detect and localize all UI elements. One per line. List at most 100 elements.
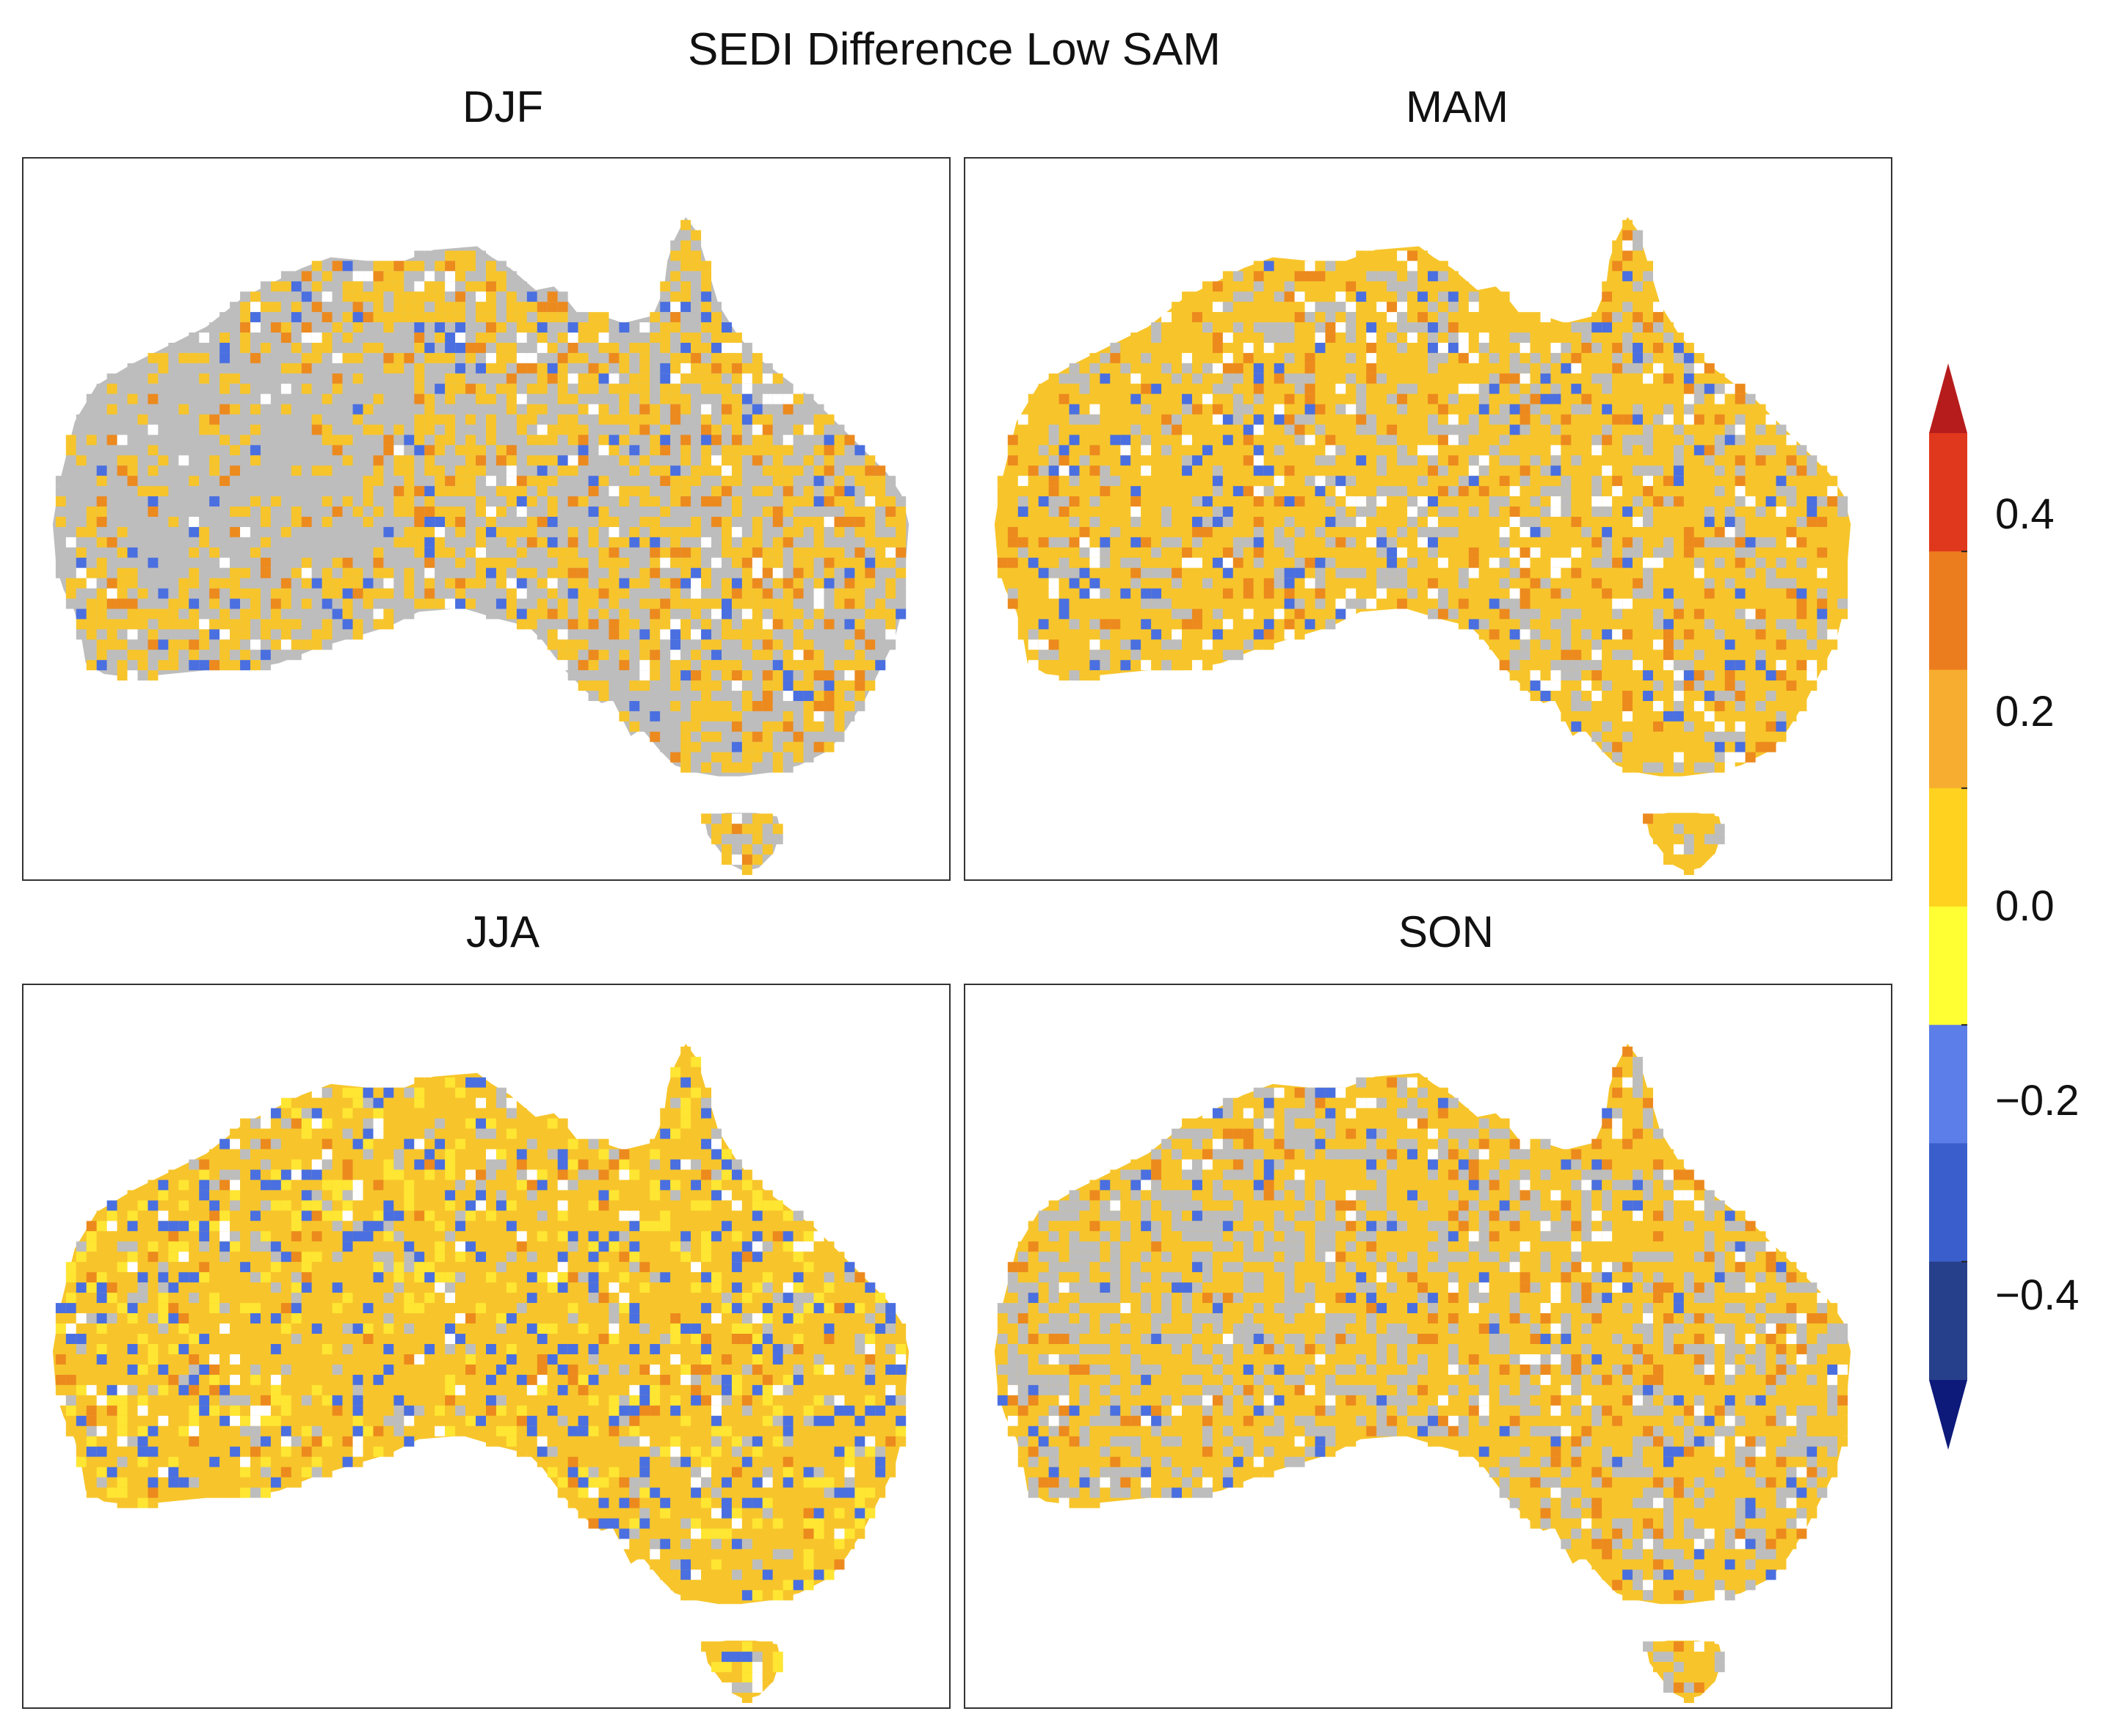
grid-cell <box>1489 312 1500 323</box>
grid-cell <box>189 588 200 599</box>
grid-cell <box>660 455 671 466</box>
grid-cell <box>168 363 179 374</box>
grid-cell <box>1530 383 1541 394</box>
grid-cell <box>1366 383 1377 394</box>
grid-cell <box>1581 393 1592 404</box>
grid-cell <box>660 302 671 313</box>
grid-cell <box>1571 486 1582 497</box>
grid-cell <box>168 383 179 394</box>
grid-cell <box>567 465 578 476</box>
grid-cell <box>86 660 97 671</box>
grid-cell <box>1038 526 1049 537</box>
grid-cell <box>1397 547 1408 558</box>
grid-cell <box>219 619 230 630</box>
grid-cell <box>691 291 702 302</box>
grid-cell <box>1192 312 1202 323</box>
grid-cell <box>1519 383 1531 394</box>
grid-cell <box>1304 557 1315 568</box>
grid-cell <box>629 435 640 446</box>
grid-cell <box>158 547 169 558</box>
grid-cell <box>189 506 200 517</box>
grid-cell <box>301 567 312 578</box>
grid-cell <box>219 598 230 609</box>
grid-cell <box>1284 404 1295 415</box>
grid-cell <box>1325 404 1336 415</box>
grid-cell <box>1468 557 1479 568</box>
grid-cell <box>1397 271 1408 282</box>
grid-cell <box>1704 517 1715 527</box>
grid-cell <box>148 383 159 394</box>
grid-cell <box>691 261 702 272</box>
grid-cell <box>609 352 620 363</box>
grid-cell <box>96 455 107 466</box>
grid-cell <box>250 333 261 343</box>
grid-cell <box>557 291 568 302</box>
grid-cell <box>1581 414 1592 425</box>
grid-cell <box>844 547 855 558</box>
grid-cell <box>1663 486 1674 497</box>
grid-cell <box>1397 383 1408 394</box>
grid-cell <box>1161 404 1172 415</box>
grid-cell <box>1499 526 1510 537</box>
grid-cell <box>96 465 107 476</box>
grid-cell <box>476 414 487 425</box>
grid-cell <box>495 373 506 384</box>
grid-cell <box>1571 322 1582 333</box>
grid-cell <box>96 486 107 497</box>
grid-cell <box>1263 547 1274 558</box>
grid-cell <box>465 261 476 272</box>
grid-cell <box>691 352 702 363</box>
grid-cell <box>1387 537 1398 548</box>
grid-cell <box>824 639 835 650</box>
grid-cell <box>680 691 691 701</box>
grid-cell <box>1172 342 1183 353</box>
grid-cell <box>557 578 568 589</box>
grid-cell <box>752 383 763 394</box>
grid-cell <box>1232 393 1243 404</box>
grid-cell <box>834 660 845 671</box>
grid-cell <box>813 435 824 446</box>
grid-cell <box>1222 547 1233 558</box>
grid-cell <box>1366 476 1377 487</box>
grid-cell <box>148 476 159 487</box>
grid-cell <box>1222 342 1233 353</box>
grid-cell <box>476 496 487 507</box>
grid-cell <box>1633 424 1644 435</box>
grid-cell <box>1724 404 1735 415</box>
grid-cell <box>363 333 374 343</box>
grid-cell <box>455 352 466 363</box>
grid-cell <box>1172 547 1183 558</box>
grid-cell <box>1304 271 1315 282</box>
grid-cell <box>741 844 752 855</box>
grid-cell <box>1786 486 1797 497</box>
grid-cell <box>445 567 456 578</box>
grid-cell <box>650 455 661 466</box>
grid-cell <box>824 496 835 507</box>
grid-cell <box>1530 506 1541 517</box>
grid-cell <box>1182 393 1193 404</box>
grid-cell <box>711 609 722 620</box>
grid-cell <box>865 547 876 558</box>
grid-cell <box>588 435 599 446</box>
grid-cell <box>445 393 456 404</box>
grid-cell <box>486 333 496 343</box>
grid-cell <box>1356 567 1367 578</box>
grid-cell <box>1663 383 1674 394</box>
grid-cell <box>691 670 702 681</box>
grid-cell <box>1120 557 1131 568</box>
grid-cell <box>260 629 271 640</box>
grid-cell <box>1530 496 1541 507</box>
grid-cell <box>311 333 322 343</box>
grid-cell <box>701 281 712 292</box>
grid-cell <box>373 506 384 517</box>
grid-cell <box>1673 373 1684 384</box>
grid-cell <box>424 517 435 527</box>
grid-cell <box>445 517 456 527</box>
grid-cell <box>1786 526 1797 537</box>
grid-cell <box>670 567 681 578</box>
grid-cell <box>404 404 415 415</box>
grid-cell <box>824 537 835 548</box>
grid-cell <box>280 598 291 609</box>
grid-cell <box>1038 567 1049 578</box>
grid-cell <box>1643 496 1654 507</box>
